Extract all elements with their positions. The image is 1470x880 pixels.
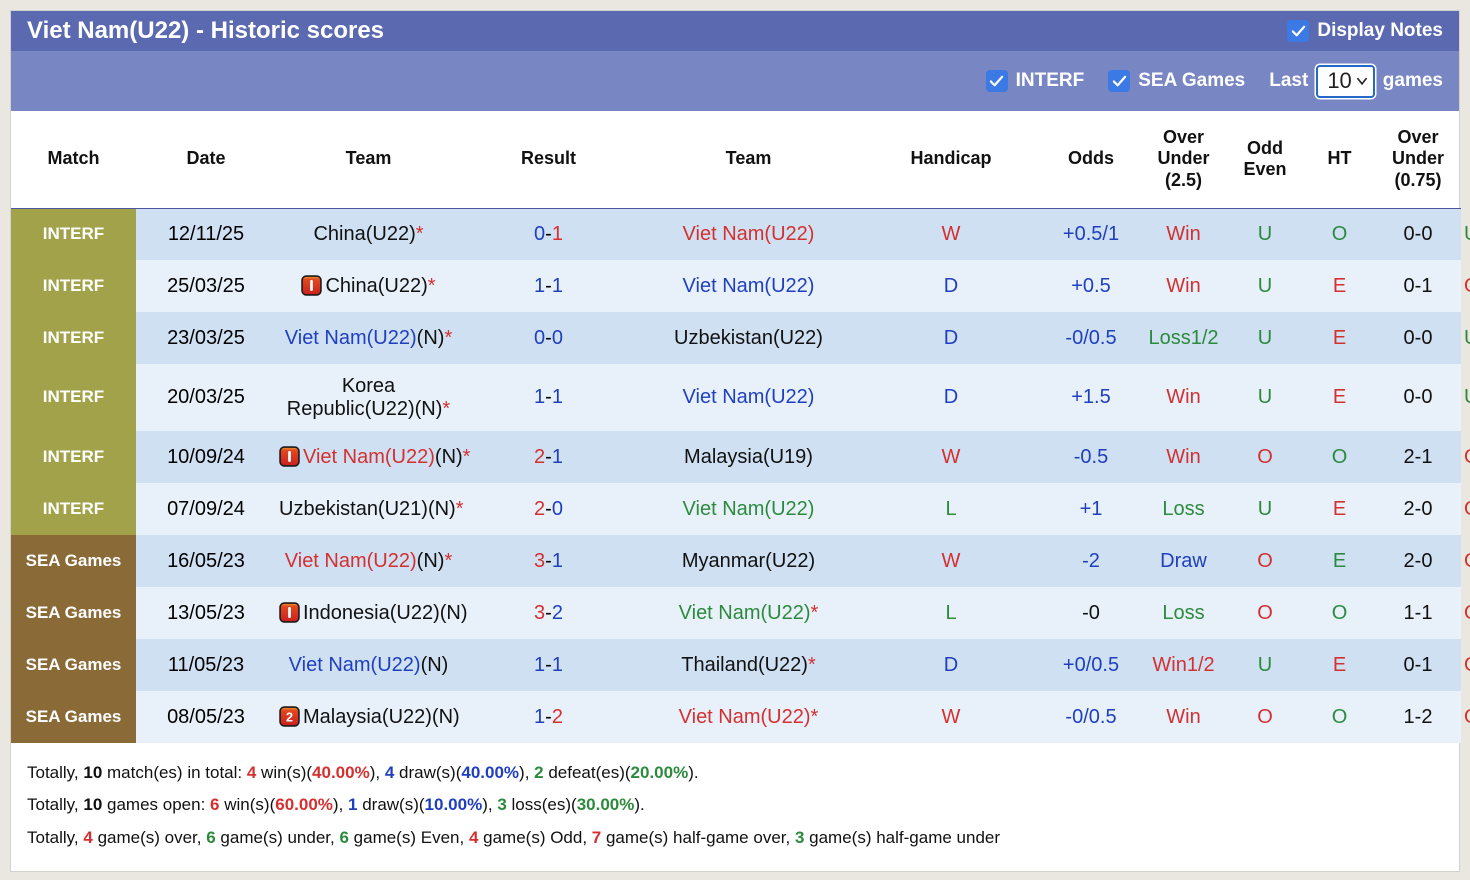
svg-text:2: 2 — [286, 710, 293, 724]
